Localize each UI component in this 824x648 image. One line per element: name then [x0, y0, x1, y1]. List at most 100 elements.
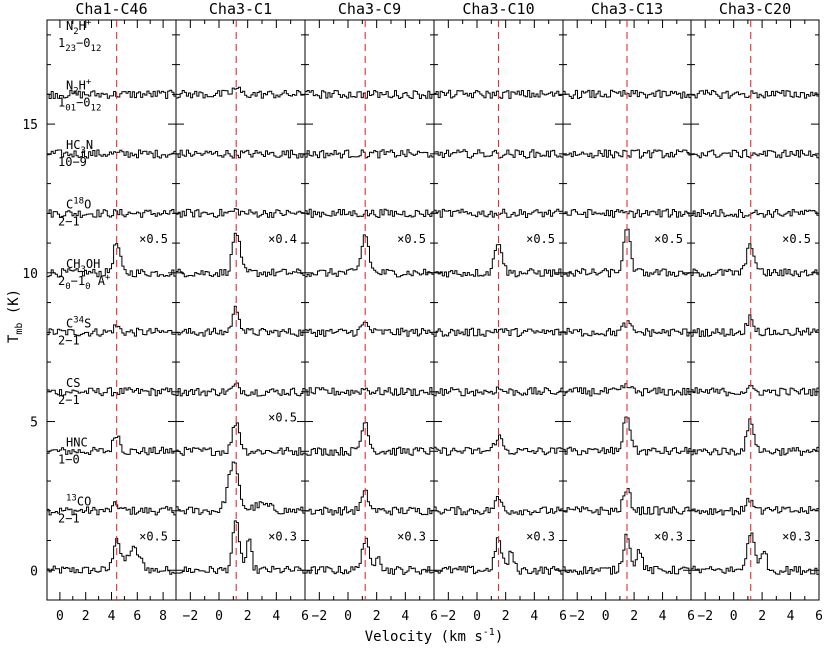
scale-factor-label: ×0.3: [397, 530, 426, 544]
spectrum-n2h101: [47, 149, 176, 159]
x-tick-label: 0: [602, 609, 610, 624]
spectrum-cs: [176, 422, 305, 456]
line-label-text: 123−012: [58, 36, 101, 54]
x-tick-label: 6: [430, 609, 438, 624]
line-label-hnc: HNC 1−0: [58, 435, 88, 466]
x-tick-label: −2: [697, 609, 713, 624]
x-tick-label: 4: [530, 609, 538, 624]
x-tick-label: 2: [82, 609, 90, 624]
line-label-text: 1−0: [58, 452, 80, 466]
spectrum-c18o: [691, 243, 819, 277]
spectrum-c34s: [691, 384, 819, 397]
spectrum-c18o: [47, 243, 176, 278]
panel-cha3-c9: Cha3-C9 −2 0 2 4 6 ×0.3 ×0.5: [304, 0, 438, 624]
spectrum-n2h101: [563, 149, 691, 159]
panel-cha1-c46: Cha1-C46 0 2 4 6 8 ×0.5 ×0.5: [46, 0, 177, 624]
scale-factor-label: ×0.5: [268, 411, 297, 425]
y-tick-label: 15: [22, 118, 38, 133]
x-tick-label: 4: [108, 609, 116, 624]
spectrum-n2h101: [691, 149, 819, 159]
scale-factor-label: ×0.5: [397, 232, 426, 246]
spectrum-ch3oh: [47, 324, 176, 337]
spectrum-hc3n: [176, 208, 305, 218]
spectrum-hc3n: [47, 209, 176, 218]
x-tick-label: −2: [183, 609, 199, 624]
spectrum-c34s: [176, 382, 305, 397]
spectrum-hnc: [47, 501, 176, 516]
spectrum-13co: [176, 520, 305, 574]
line-label-text: N2H+: [66, 18, 92, 37]
spectrum-hnc: [176, 461, 305, 515]
spectrum-n2h123: [176, 86, 305, 99]
spectrum-ch3oh: [691, 314, 819, 337]
panel-title: Cha1-C46: [75, 0, 147, 18]
x-tick-label: 6: [815, 609, 823, 624]
scale-factor-label: ×0.3: [526, 530, 555, 544]
x-tick-label: −2: [312, 609, 328, 624]
y-tick-label: 0: [30, 564, 38, 579]
x-tick-label: −2: [569, 609, 585, 624]
x-tick-label: 6: [133, 609, 141, 624]
line-label-c18o: C18O 2−1: [58, 196, 91, 228]
x-tick-label: 8: [159, 609, 167, 624]
spectrum-cs: [434, 434, 563, 456]
x-tick-label: 0: [215, 609, 223, 624]
line-label-text: 13CO: [66, 494, 91, 509]
spectrum-hc3n: [305, 208, 434, 218]
x-tick-label: 6: [687, 609, 695, 624]
line-label-n2h123: N2H+123−012: [58, 18, 101, 54]
spectrum-n2h101: [305, 149, 434, 159]
panel-cha3-c20: Cha3-C20 −2 0 2 4 6 ×0.3 ×0.5: [690, 0, 823, 624]
line-label-text: HNC: [66, 435, 88, 449]
x-tick-label: 0: [473, 609, 481, 624]
scale-factor-label: ×0.5: [139, 232, 168, 246]
spectrum-c34s: [47, 387, 176, 397]
spectrum-hnc: [434, 496, 563, 516]
line-label-text: 10−9: [58, 155, 87, 169]
spectrum-cs: [305, 422, 434, 456]
line-label-c34s: C34S 2−1: [58, 315, 91, 347]
spectrum-hnc: [691, 497, 819, 516]
spectrum-c18o: [176, 232, 305, 278]
panel-title: Cha3-C9: [338, 0, 401, 18]
line-label-text: C18O: [66, 196, 91, 211]
y-tick-label: 10: [22, 267, 38, 282]
line-label-text: 101−012: [58, 95, 101, 113]
x-tick-label: 0: [56, 609, 64, 624]
panel-title: Cha3-C1: [209, 0, 272, 18]
x-tick-label: 6: [301, 609, 309, 624]
line-label-text: C34S: [66, 315, 91, 330]
spectrum-ch3oh: [305, 321, 434, 337]
scale-factor-label: ×0.3: [654, 530, 683, 544]
x-tick-label: 2: [502, 609, 510, 624]
spectrum-c34s: [434, 386, 563, 397]
line-label-text: HC3N: [66, 138, 93, 156]
spectrum-13co: [691, 532, 819, 575]
y-axis-group: 0 5 10 15: [22, 118, 38, 579]
scale-factor-label: ×0.5: [782, 232, 811, 246]
line-label-text: CS: [66, 376, 80, 390]
x-tick-label: 0: [730, 609, 738, 624]
panel-title: Cha3-C13: [591, 0, 663, 18]
x-tick-label: 2: [630, 609, 638, 624]
panels-group: Cha1-C46 0 2 4 6 8 ×0.5 ×0.5 Cha3-C1 −2 0 2 4 6 ×0.3 ×0…: [46, 0, 823, 624]
panel-cha3-c13: Cha3-C13 −2 0 2 4 6 ×0.3 ×0.5: [562, 0, 695, 624]
spectrum-n2h123: [47, 89, 176, 99]
spectrum-n2h101: [176, 149, 305, 159]
scale-factor-label: ×0.3: [268, 530, 297, 544]
panel-frame: [304, 19, 435, 601]
line-label-text: 20−10 A+: [58, 273, 111, 292]
y-tick-label: 5: [30, 416, 38, 431]
line-label-cs: CS 2−1: [58, 376, 80, 407]
x-axis-title: Velocity (km s-1): [365, 627, 504, 645]
y-axis-title: Tmb (K): [6, 289, 25, 343]
x-tick-label: 4: [659, 609, 667, 624]
x-tick-label: 2: [758, 609, 766, 624]
line-label-text: 2−1: [58, 512, 80, 526]
line-label-text: 2−1: [58, 333, 80, 347]
spectrum-n2h123: [305, 90, 434, 99]
panel-cha3-c1: Cha3-C1 −2 0 2 4 6 ×0.3 ×0.5 ×0.4: [175, 0, 309, 624]
spectrum-n2h123: [691, 89, 819, 99]
